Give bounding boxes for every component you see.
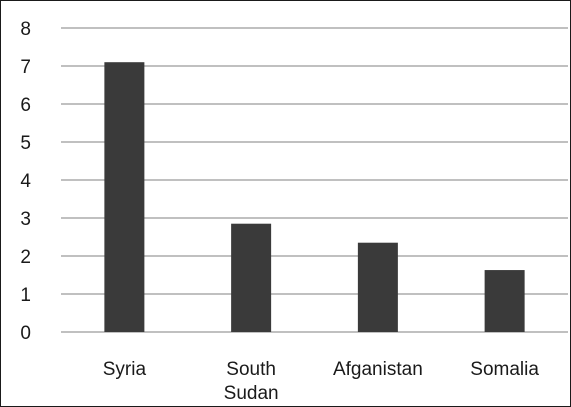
y-axis-ticks: 0 1 2 3 4 5 6 7 8 — [20, 19, 31, 344]
y-tick-label: 8 — [20, 19, 31, 40]
x-tick-label: South — [226, 359, 276, 380]
bar-south-sudan — [231, 223, 272, 332]
x-tick-label: Somalia — [470, 359, 539, 380]
y-tick-label: 2 — [20, 247, 31, 268]
y-tick-label: 1 — [20, 285, 31, 306]
y-tick-label: 5 — [20, 133, 31, 154]
y-tick-label: 7 — [20, 57, 31, 78]
y-tick-label: 3 — [20, 209, 31, 230]
x-tick-label: Afganistan — [333, 359, 423, 380]
y-tick-label: 6 — [20, 95, 31, 116]
bar-syria — [104, 62, 145, 332]
x-tick-label: Syria — [103, 359, 147, 380]
bars — [104, 62, 525, 332]
x-axis-labels: Syria South Sudan Afganistan Somalia — [103, 359, 540, 404]
gridlines — [61, 27, 568, 333]
x-tick-label: Sudan — [224, 383, 279, 404]
bar-afganistan — [357, 242, 398, 332]
bar-somalia — [484, 270, 525, 332]
y-tick-label: 0 — [20, 323, 31, 344]
y-tick-label: 4 — [20, 171, 31, 192]
